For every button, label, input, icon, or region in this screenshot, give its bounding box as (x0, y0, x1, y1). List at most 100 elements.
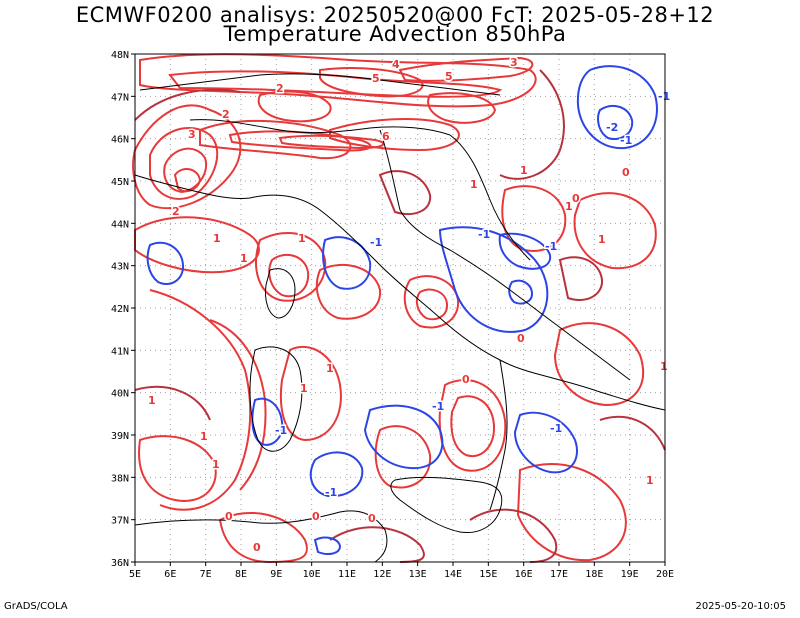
contour-label-negative: -1 (545, 240, 557, 253)
contour-pos (553, 322, 645, 407)
contour-label-negative: -1 (550, 422, 562, 435)
y-tick-label: 40N (111, 389, 129, 400)
x-tick-label: 10E (303, 569, 321, 580)
contour-label-positive: 3 (510, 56, 518, 69)
contour-label-negative: -1 (275, 424, 287, 437)
contour-label-positive: 6 (382, 130, 390, 143)
border-alps (189, 119, 451, 136)
contour-pos-dark (499, 69, 565, 180)
contour-neg (363, 404, 444, 470)
contour-label-positive: 2 (276, 82, 284, 95)
contour-pos (255, 231, 327, 302)
x-tick-label: 9E (270, 569, 282, 580)
contour-label-positive: 1 (213, 232, 221, 245)
contour-pos-dark (469, 508, 558, 563)
contour-label-positive: 1 (646, 474, 654, 487)
contour-label-positive: 1 (470, 178, 478, 191)
contour-label-positive: 5 (372, 72, 380, 85)
footer-timestamp: 2025-05-20-10:05 (695, 601, 786, 612)
y-tick-label: 48N (111, 50, 129, 61)
x-tick-label: 12E (373, 569, 391, 580)
contour-label-positive: 0 (225, 510, 233, 523)
coastline-adriatic (379, 129, 631, 381)
y-tick-label: 47N (111, 92, 129, 103)
contour-label-positive: 1 (240, 252, 248, 265)
contour-label-negative: -1 (370, 236, 382, 249)
y-tick-label: 36N (111, 558, 129, 569)
contour-pos (516, 463, 627, 562)
contour-neg (313, 536, 342, 555)
coastline-africa (134, 510, 388, 563)
x-tick-label: 17E (550, 569, 568, 580)
x-tick-label: 11E (338, 569, 356, 580)
contour-pos-dark (378, 170, 432, 215)
contour-label-positive: 0 (622, 166, 630, 179)
contour-label-negative: -1 (478, 228, 490, 241)
contour-pos (218, 512, 308, 564)
positive-contours (132, 53, 657, 564)
coastline-corsica (265, 268, 296, 319)
contour-pos (268, 253, 310, 298)
negative-contours (146, 65, 658, 555)
footer-credit: GrADS/COLA (4, 601, 68, 612)
contour-pos (374, 425, 432, 489)
contour-neg (438, 226, 549, 333)
y-tick-label: 42N (111, 304, 129, 315)
contour-label-positive: 0 (572, 192, 580, 205)
contour-label-negative: -1 (620, 134, 632, 147)
contour-label-positive: 1 (212, 458, 220, 471)
y-tick-label: 39N (111, 431, 129, 442)
x-tick-label: 18E (585, 569, 603, 580)
contour-label-positive: 1 (598, 233, 606, 246)
y-tick-label: 37N (111, 516, 129, 527)
contour-neg (251, 397, 284, 446)
contour-pos (173, 168, 202, 193)
contour-label-positive: 0 (368, 512, 376, 525)
contour-pos (279, 345, 342, 442)
contour-label-negative: -1 (658, 90, 670, 103)
contour-label-negative: -1 (432, 400, 444, 413)
coastline-mainland (134, 174, 666, 411)
contour-pos (257, 90, 332, 123)
border-balkan (449, 134, 531, 261)
chart-title-line2: Temperature Advection 850hPa (223, 22, 567, 46)
contour-label-positive: 1 (326, 362, 334, 375)
contour-label-positive: 0 (312, 510, 320, 523)
contour-neg (146, 241, 185, 285)
contour-label-positive: 5 (445, 70, 453, 83)
contour-pos-dark (558, 256, 604, 301)
contour-pos (398, 56, 534, 82)
x-tick-label: 14E (444, 569, 462, 580)
contour-pos (427, 92, 497, 124)
coastline-sicily (390, 476, 503, 534)
contour-pos (329, 117, 460, 152)
y-tick-label: 41N (111, 346, 129, 357)
y-tick-label: 44N (111, 219, 129, 230)
contour-neg (309, 451, 364, 498)
contour-pos (139, 53, 537, 108)
contour-pos (415, 288, 449, 321)
contour-neg (322, 236, 372, 290)
lat-lon-grid (135, 54, 665, 562)
x-tick-label: 6E (164, 569, 176, 580)
chart-title-line1: ECMWF0200 analisys: 20250520@00 FcT: 202… (75, 3, 715, 27)
y-tick-label: 45N (111, 177, 129, 188)
contour-pos (315, 263, 382, 320)
x-tick-label: 5E (129, 569, 141, 580)
contour-pos (138, 435, 217, 502)
contour-pos-dark (599, 415, 666, 451)
contour-label-positive: 4 (392, 58, 400, 71)
coastline-calabria (489, 359, 508, 511)
contour-pos (132, 104, 242, 210)
y-tick-label: 38N (111, 473, 129, 484)
x-tick-label: 8E (235, 569, 247, 580)
x-tick-label: 15E (479, 569, 497, 580)
coastlines (134, 73, 666, 563)
x-tick-label: 13E (409, 569, 427, 580)
contour-label-positive: 1 (660, 360, 668, 373)
contour-label-positive: 0 (517, 332, 525, 345)
border-north (139, 73, 501, 96)
contour-label-positive: 1 (148, 394, 156, 407)
